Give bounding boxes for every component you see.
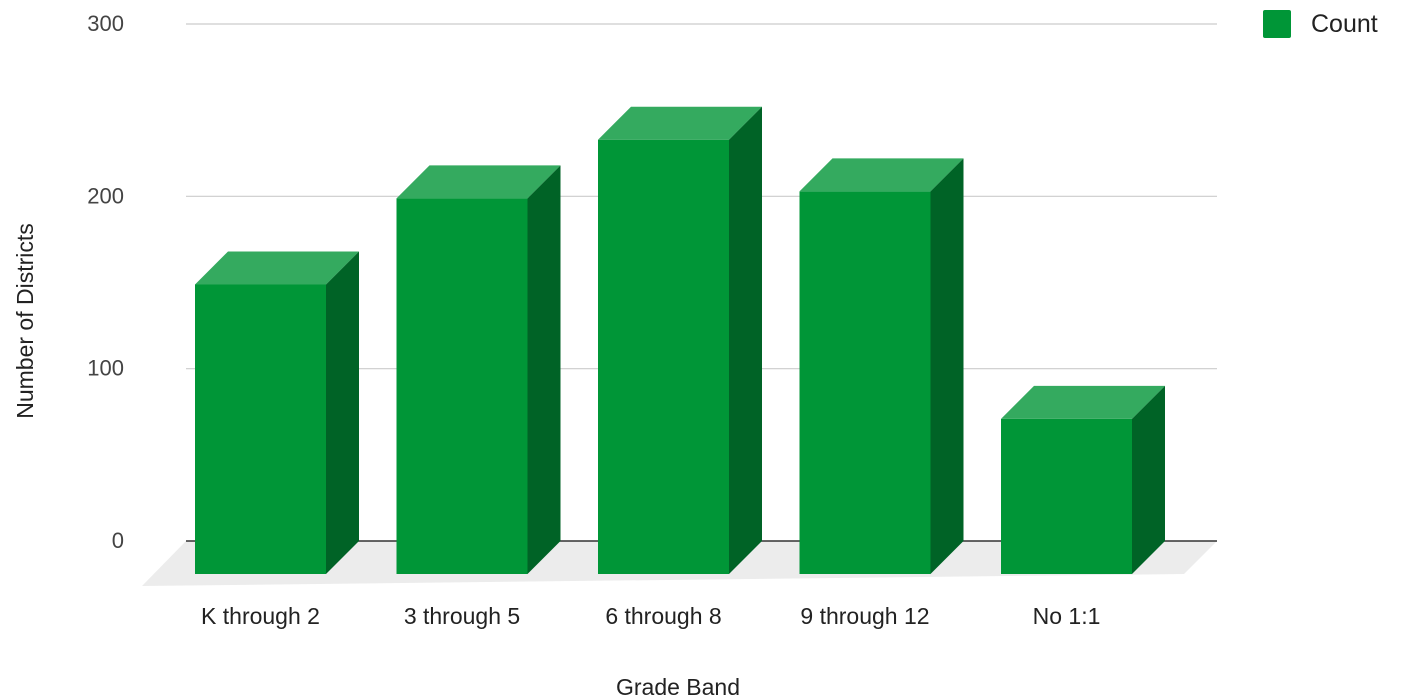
y-tick-label: 200 [87, 183, 124, 208]
x-tick-label: 3 through 5 [404, 603, 520, 629]
x-tick-label: 6 through 8 [605, 603, 721, 629]
x-tick-label: K through 2 [201, 603, 320, 629]
y-axis-label: Number of Districts [12, 223, 38, 419]
bar-no-1-1 [1001, 385, 1165, 574]
bar-6-through-8 [598, 106, 762, 574]
bar-top [598, 106, 762, 140]
bar-side [527, 165, 561, 574]
bar-top [195, 251, 359, 285]
x-axis-ticks: K through 2 3 through 5 6 through 8 9 throu… [201, 603, 1100, 629]
bar-top [799, 158, 964, 192]
bar-k-through-2 [195, 251, 359, 575]
y-tick-label: 100 [87, 356, 124, 381]
x-tick-label: No 1:1 [1033, 603, 1101, 629]
bar-9-through-12 [799, 158, 964, 575]
y-tick-label: 0 [112, 528, 124, 553]
bar-3-through-5 [396, 165, 561, 574]
legend: Count [1263, 10, 1378, 38]
legend-swatch-count [1263, 10, 1291, 38]
bar-front [1001, 418, 1132, 574]
bars [195, 106, 1165, 575]
y-axis-ticks: 0 100 200 300 [87, 11, 124, 553]
x-axis-label: Grade Band [616, 674, 740, 700]
legend-label-count: Count [1311, 10, 1378, 38]
bar-front [598, 139, 729, 574]
bar-top [1001, 385, 1165, 419]
bar-side [1132, 385, 1165, 574]
bar-side [729, 106, 762, 574]
bar-front [195, 284, 326, 574]
bar-side [326, 251, 359, 575]
bar-front [396, 198, 528, 574]
y-tick-label: 300 [87, 11, 124, 36]
bar-front [799, 191, 931, 575]
bar-top [396, 165, 561, 199]
bar-side [930, 158, 964, 575]
x-tick-label: 9 through 12 [800, 603, 929, 629]
